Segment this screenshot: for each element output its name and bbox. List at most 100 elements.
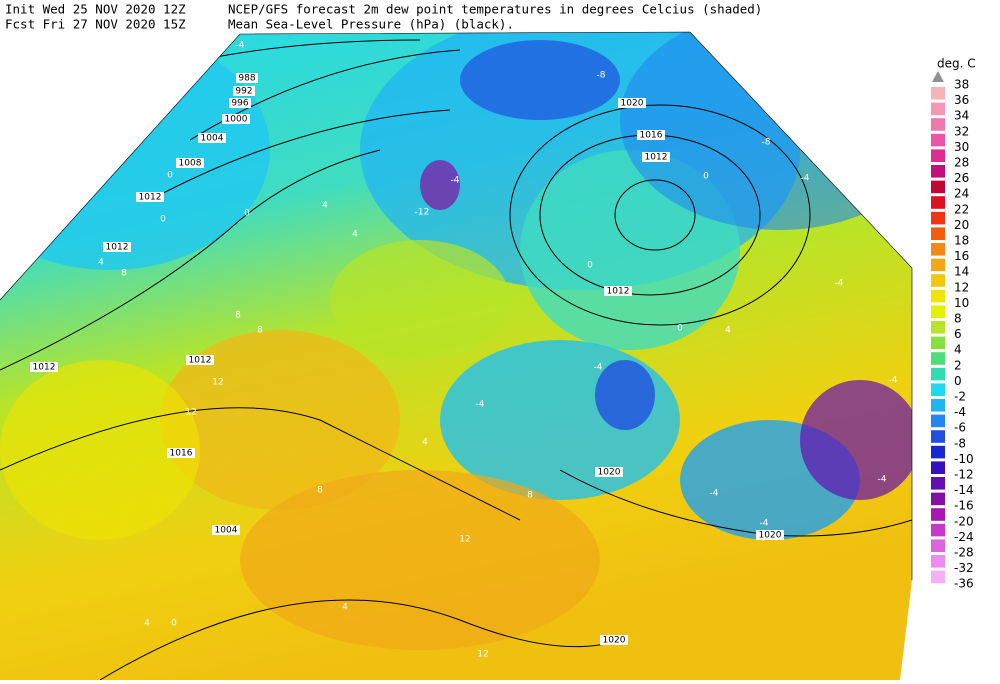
dewpoint-label: -8: [597, 71, 606, 81]
legend-arrow: [932, 71, 944, 82]
legend-swatch: [931, 211, 945, 225]
isobar-label: 1004: [201, 134, 224, 144]
legend-label: 28: [954, 156, 969, 170]
legend-label: 14: [954, 265, 969, 279]
legend-label: 6: [954, 327, 962, 341]
legend-label: 34: [954, 109, 969, 123]
legend-swatch: [931, 274, 945, 287]
isobar-label: 1012: [189, 356, 212, 366]
isobar-label-box: [229, 98, 251, 108]
legend-swatch: [931, 399, 945, 412]
legend-swatch: [931, 414, 945, 428]
legend-swatch: [931, 87, 945, 100]
dewpoint-label: 8: [317, 486, 323, 496]
legend-label: -20: [954, 514, 974, 528]
dewpoint-label: -4: [801, 174, 810, 184]
legend-swatch: [931, 258, 945, 272]
legend-swatch: [931, 352, 945, 365]
legend-swatch: [931, 367, 945, 381]
legend-label: -4: [954, 405, 966, 419]
legend-swatch: [931, 102, 945, 116]
legend-swatch: [931, 383, 945, 396]
dewpoint-label: -4: [451, 176, 460, 186]
legend-swatch: [931, 321, 945, 334]
legend-swatch: [931, 196, 945, 209]
dewpoint-label: -4: [236, 41, 245, 51]
dewpoint-label: 4: [98, 258, 104, 268]
isobar-label: 1016: [170, 449, 193, 459]
dewpoint-label: 4: [725, 326, 731, 336]
dewpoint-label: 0: [677, 324, 683, 334]
dewpoint-label: 0: [703, 172, 709, 182]
isobar-label-box: [604, 286, 632, 296]
legend-label: 36: [954, 93, 969, 107]
legend-label: 38: [954, 78, 969, 92]
isobar-label-box: [222, 114, 250, 124]
isobar-label-box: [595, 467, 623, 477]
legend-swatch: [931, 445, 945, 459]
fcst-text: Fcst Fri 27 NOV 2020 15Z: [5, 17, 186, 32]
dewpoint-label: -4: [594, 363, 603, 373]
isobar-label-box: [642, 152, 670, 162]
dewpoint-label: 8: [235, 311, 241, 321]
legend-swatch: [931, 165, 945, 178]
legend-label: -10: [954, 452, 974, 466]
init-text: Init Wed 25 NOV 2020 12Z: [5, 2, 186, 17]
isobar-label-box: [103, 242, 131, 252]
legend-label: 30: [954, 140, 969, 154]
dewpoint-label: 4: [342, 603, 348, 613]
isobar-label: 1012: [106, 243, 129, 253]
dewpoint-label: 8: [121, 269, 127, 279]
isobar-label-box: [186, 355, 214, 365]
dewpoint-label: 4: [352, 230, 358, 240]
isobar-label: 1016: [640, 131, 663, 141]
dewpoint-label: 0: [171, 619, 177, 629]
legend-label: 22: [954, 202, 969, 216]
isobar-label-box: [176, 158, 204, 168]
title-line: NCEP/GFS forecast 2m dew point temperatu…: [228, 2, 762, 17]
legend-swatch: [931, 508, 945, 521]
legend-label: 2: [954, 358, 962, 372]
legend-swatch: [931, 118, 945, 131]
legend-swatch: [931, 227, 945, 240]
dewpoint-label: 8: [527, 491, 533, 501]
isobar-label-box: [30, 362, 58, 372]
legend-swatch: [931, 492, 945, 506]
legend-swatch: [931, 523, 945, 537]
legend-label: 32: [954, 124, 969, 138]
dewpoint-label: 0: [160, 215, 166, 225]
legend-label: -16: [954, 499, 974, 513]
isobar-label-box: [136, 192, 164, 202]
dewpoint-label: -4: [476, 400, 485, 410]
isobar-label: 1020: [598, 468, 621, 478]
legend-label: 12: [954, 280, 969, 294]
isobar-label-box: [167, 448, 195, 458]
legend-label: -8: [954, 436, 966, 450]
dewpoint-label: -4: [878, 475, 887, 485]
legend-label: -32: [954, 561, 974, 575]
legend-label: -24: [954, 530, 974, 544]
dewpoint-label: 0: [167, 171, 173, 181]
dewpoint-label: -8: [762, 138, 771, 148]
legend-label: 8: [954, 312, 962, 326]
legend-label: 26: [954, 171, 969, 185]
dewpoint-label: 8: [257, 326, 263, 336]
title-line: Mean Sea-Level Pressure (hPa) (black).: [228, 17, 514, 32]
isobar-label: 1012: [607, 287, 630, 297]
isobar-label: 1012: [139, 193, 162, 203]
legend-swatch: [931, 555, 945, 568]
dewpoint-label: 0: [244, 209, 250, 219]
isobar-label: 1012: [33, 363, 56, 373]
legend-label: 16: [954, 249, 969, 263]
dewpoint-label: 4: [322, 201, 328, 211]
dewpoint-label: 12: [185, 408, 196, 418]
legend-swatch: [931, 243, 945, 256]
isobar-label: 992: [235, 87, 252, 97]
isobar-label-box: [618, 98, 646, 108]
isobar-label: 1012: [645, 153, 668, 163]
legend-swatch: [931, 133, 945, 147]
legend-label: 0: [954, 374, 962, 388]
dewpoint-label: 12: [459, 535, 470, 545]
isobar-label: 1008: [179, 159, 202, 169]
